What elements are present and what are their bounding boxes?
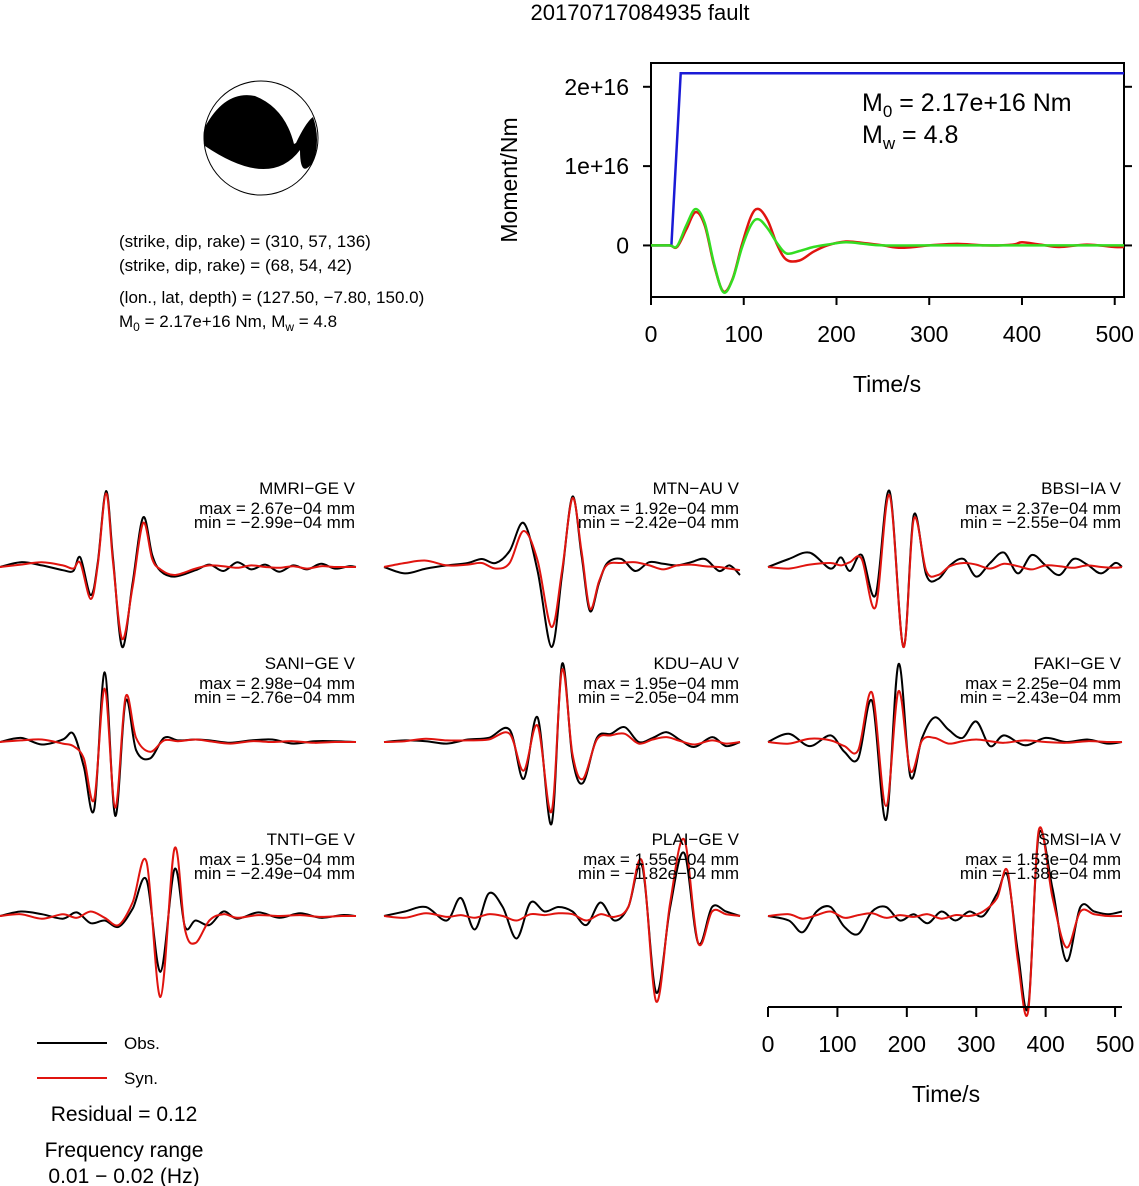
beachball-icon xyxy=(203,80,319,196)
waveform-xlabel: Time/s xyxy=(912,1081,980,1107)
nodal-plane-2: (strike, dip, rake) = (68, 54, 42) xyxy=(119,256,352,275)
moment-mw-annotation: Mw = 4.8 xyxy=(862,121,958,153)
frequency-range-value: 0.01 − 0.02 (Hz) xyxy=(48,1165,199,1186)
moment-rate-panel: Moment/Nm Time/s 2e+16 1e+16 0 0 100 200 300 4… xyxy=(496,62,1134,397)
moment-ytick-label: 0 xyxy=(616,232,629,258)
station-name: MTN−AU V xyxy=(653,479,740,498)
station-name: SANI−GE V xyxy=(265,654,356,673)
figure-title: 20170717084935 fault xyxy=(531,0,750,25)
synthetic-waveform xyxy=(383,497,741,629)
waveform-xtick-label: 300 xyxy=(957,1031,995,1057)
legend-syn-label: Syn. xyxy=(124,1069,158,1088)
station-max: max = 1.55e−04 mm xyxy=(583,850,739,869)
nodal-plane-1: (strike, dip, rake) = (310, 57, 136) xyxy=(119,232,371,251)
station-min: min = −2.42e−04 mm xyxy=(578,513,739,532)
moment-ytick-label: 2e+16 xyxy=(564,74,629,100)
synthetic-waveform xyxy=(0,846,357,999)
station-name: FAKI−GE V xyxy=(1034,654,1122,673)
legend: Obs. Syn. xyxy=(37,1034,160,1088)
station-max: max = 1.53e−04 mm xyxy=(965,850,1121,869)
station-name: TNTI−GE V xyxy=(267,830,356,849)
moment-rate-obs-line xyxy=(650,207,1124,294)
waveform-xtick-label: 100 xyxy=(818,1031,856,1057)
synthetic-waveform xyxy=(767,690,1123,808)
station-min: min = −2.05e−04 mm xyxy=(578,688,739,707)
moment-xtick-label: 200 xyxy=(817,321,855,347)
station-max: max = 1.95e−04 mm xyxy=(199,850,355,869)
station-min: min = −2.76e−04 mm xyxy=(194,688,355,707)
waveform-xtick-label: 0 xyxy=(762,1031,775,1057)
station-max: max = 2.25e−04 mm xyxy=(965,674,1121,693)
frequency-range-label: Frequency range xyxy=(45,1139,204,1162)
moment-xtick-label: 500 xyxy=(1096,321,1134,347)
fault-parameters: (strike, dip, rake) = (310, 57, 136) (st… xyxy=(119,232,424,334)
moment-xtick-label: 0 xyxy=(645,321,658,347)
moment-ylabel: Moment/Nm xyxy=(496,117,522,242)
moment-xtick-label: 100 xyxy=(725,321,763,347)
magnitude-line: M0 = 2.17e+16 Nm, Mw = 4.8 xyxy=(119,312,337,334)
station-min: min = −2.55e−04 mm xyxy=(960,513,1121,532)
station-name: PLAI−GE V xyxy=(652,830,740,849)
synthetic-waveform xyxy=(0,687,357,809)
station-min: min = −2.49e−04 mm xyxy=(194,864,355,883)
waveform-xtick-label: 400 xyxy=(1026,1031,1064,1057)
moment-rate-syn-line xyxy=(650,207,1125,294)
station-max: max = 2.37e−04 mm xyxy=(965,499,1121,518)
station-max: max = 2.98e−04 mm xyxy=(199,674,355,693)
observed-waveform xyxy=(767,663,1123,821)
residual-label: Residual = 0.12 xyxy=(51,1103,198,1126)
synthetic-waveform xyxy=(767,493,1123,649)
station-min: min = −2.99e−04 mm xyxy=(194,513,355,532)
observed-waveform xyxy=(0,867,357,973)
moment-ytick-label: 1e+16 xyxy=(564,153,629,179)
station-min: min = −1.38e−04 mm xyxy=(960,864,1121,883)
observed-waveform xyxy=(383,851,741,994)
station-min: min = −1.82e−04 mm xyxy=(578,864,739,883)
station-name: KDU−AU V xyxy=(654,654,740,673)
waveform-xtick-label: 200 xyxy=(888,1031,926,1057)
station-max: max = 2.67e−04 mm xyxy=(199,499,355,518)
synthetic-waveform xyxy=(383,838,741,1003)
observed-waveform xyxy=(767,489,1123,649)
station-min: min = −2.43e−04 mm xyxy=(960,688,1121,707)
station-name: MMRI−GE V xyxy=(259,479,356,498)
moment-xlabel: Time/s xyxy=(853,371,921,397)
moment-plot-frame xyxy=(650,62,1125,298)
station-name: BBSI−IA V xyxy=(1041,479,1122,498)
hypocenter: (lon., lat, depth) = (127.50, −7.80, 150… xyxy=(119,288,424,307)
station-max: max = 1.92e−04 mm xyxy=(583,499,739,518)
moment-xtick-label: 300 xyxy=(910,321,948,347)
observed-waveform xyxy=(0,671,357,817)
station-max: max = 1.95e−04 mm xyxy=(583,674,739,693)
legend-obs-label: Obs. xyxy=(124,1034,160,1053)
station-name: SMSI−IA V xyxy=(1038,830,1121,849)
synthetic-waveform xyxy=(383,668,741,813)
synthetic-waveform xyxy=(0,492,356,641)
moment-xtick-label: 400 xyxy=(1003,321,1041,347)
moment-m0-annotation: M0 = 2.17e+16 Nm xyxy=(862,89,1072,121)
waveform-xtick-label: 500 xyxy=(1096,1031,1134,1057)
synthetic-waveform xyxy=(767,826,1123,1017)
waveform-time-axis: 0 100 200 300 400 500 Time/s xyxy=(762,1006,1134,1107)
